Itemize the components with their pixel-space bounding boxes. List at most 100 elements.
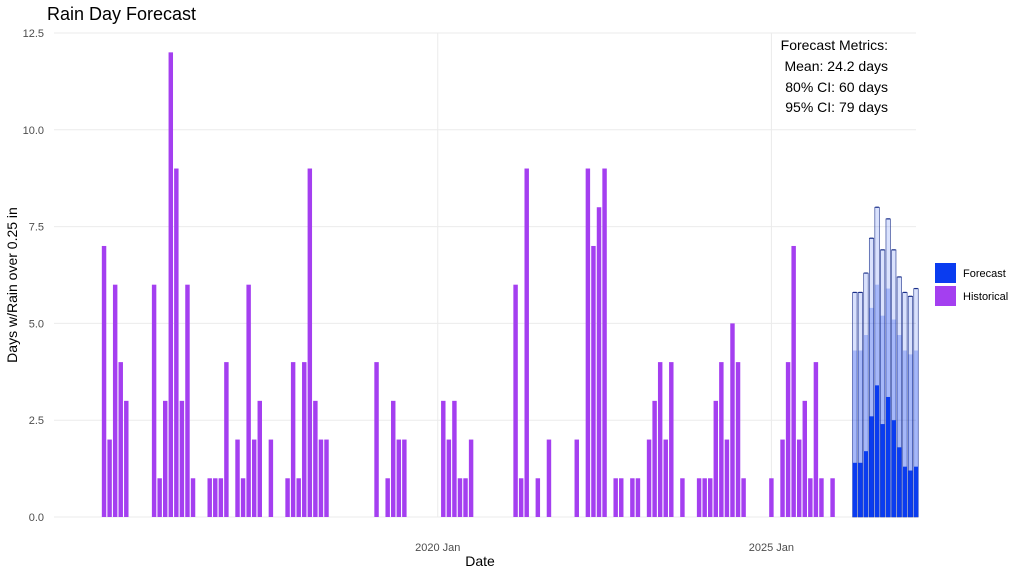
forecast-bar bbox=[852, 462, 858, 517]
historical-bar bbox=[802, 400, 807, 517]
historical-bar bbox=[374, 362, 379, 517]
forecast-bar bbox=[902, 466, 908, 517]
historical-bar bbox=[240, 478, 246, 517]
historical-bar bbox=[724, 439, 730, 517]
historical-bar bbox=[546, 439, 552, 517]
historical-bar bbox=[619, 478, 624, 517]
historical-bar bbox=[112, 284, 118, 517]
forecast-bar bbox=[913, 466, 919, 517]
legend-label-forecast: Forecast bbox=[963, 268, 1006, 280]
y-tick-label: 0.0 bbox=[29, 512, 44, 524]
historical-bar bbox=[190, 478, 196, 517]
historical-bar bbox=[235, 439, 240, 517]
historical-bar bbox=[735, 362, 741, 517]
forecast-metrics-annotation: Forecast Metrics: Mean: 24.2 days 80% CI… bbox=[781, 37, 888, 115]
historical-bar bbox=[207, 478, 212, 517]
historical-bar bbox=[179, 400, 185, 517]
historical-bar bbox=[313, 400, 318, 517]
historical-bar bbox=[591, 245, 596, 517]
historical-bar bbox=[124, 400, 129, 517]
historical-bar bbox=[830, 478, 835, 517]
historical-bar bbox=[791, 245, 796, 517]
historical-bar bbox=[157, 478, 162, 517]
historical-bar bbox=[813, 362, 819, 517]
forecast-ci80-band bbox=[908, 354, 913, 517]
historical-bar bbox=[174, 168, 179, 517]
x-tick-label: 2025 Jan bbox=[749, 542, 794, 554]
forecast-ci80-band bbox=[891, 319, 896, 517]
historical-bar bbox=[780, 439, 785, 517]
annotation-line-3: 80% CI: 60 days bbox=[785, 79, 888, 95]
historical-bar bbox=[657, 362, 663, 517]
y-axis-ticks: 0.0 2.5 5.0 7.5 10.0 12.5 bbox=[23, 28, 44, 524]
forecast-bar bbox=[874, 385, 880, 517]
historical-bar bbox=[769, 478, 774, 517]
historical-bar bbox=[151, 284, 157, 517]
historical-bar bbox=[702, 478, 707, 517]
historical-bar bbox=[107, 439, 112, 517]
historical-bar bbox=[669, 362, 674, 517]
historical-bar bbox=[663, 439, 668, 517]
annotation-line-1: Forecast Metrics: bbox=[781, 37, 888, 53]
forecast-ci80-band bbox=[863, 335, 869, 517]
historical-bar bbox=[646, 439, 652, 517]
historical-bar bbox=[463, 478, 468, 517]
historical-bar bbox=[324, 439, 329, 517]
historical-bar bbox=[441, 400, 446, 517]
historical-bar bbox=[785, 362, 791, 517]
historical-bar bbox=[513, 284, 518, 517]
historical-bar bbox=[819, 478, 824, 517]
historical-bar bbox=[118, 362, 123, 517]
historical-bar bbox=[246, 284, 251, 517]
forecast-bar bbox=[863, 451, 869, 517]
y-tick-label: 2.5 bbox=[29, 415, 44, 427]
historical-bar bbox=[391, 400, 396, 517]
historical-bar bbox=[257, 400, 262, 517]
forecast-ci80-band bbox=[858, 350, 863, 517]
historical-bar bbox=[213, 478, 218, 517]
forecast-ci80-band bbox=[880, 315, 885, 517]
historical-bar bbox=[741, 478, 746, 517]
historical-bar bbox=[535, 478, 541, 517]
historical-bar bbox=[101, 245, 107, 517]
historical-bar bbox=[730, 323, 735, 517]
historical-bar bbox=[218, 478, 224, 517]
historical-bar bbox=[385, 478, 390, 517]
historical-bar bbox=[719, 362, 724, 517]
legend-swatch-historical bbox=[935, 286, 956, 306]
historical-bar bbox=[163, 400, 168, 517]
historical-bar bbox=[574, 439, 579, 517]
forecast-bar bbox=[891, 420, 896, 517]
y-tick-label: 12.5 bbox=[23, 28, 44, 40]
historical-bar bbox=[307, 168, 313, 517]
historical-bar bbox=[168, 52, 174, 518]
forecast-ci80-band bbox=[869, 307, 874, 517]
chart-title: Rain Day Forecast bbox=[47, 4, 196, 24]
y-tick-label: 5.0 bbox=[29, 318, 44, 330]
historical-bar bbox=[318, 439, 324, 517]
y-axis-title: Days w/Rain over 0.25 in bbox=[4, 207, 20, 363]
gridlines bbox=[54, 32, 916, 518]
historical-bar bbox=[268, 439, 274, 517]
legend-swatch-forecast bbox=[935, 263, 956, 283]
historical-bar bbox=[630, 478, 635, 517]
historical-bar bbox=[652, 400, 657, 517]
x-axis-ticks: 2020 Jan 2025 Jan bbox=[415, 542, 794, 554]
historical-bar bbox=[224, 362, 229, 517]
historical-bar bbox=[518, 478, 524, 517]
historical-bar bbox=[402, 439, 407, 517]
historical-bar bbox=[596, 207, 602, 518]
historical-bar bbox=[457, 478, 463, 517]
forecast-bar bbox=[897, 447, 902, 517]
historical-bar bbox=[290, 362, 296, 517]
historical-bar bbox=[302, 362, 307, 517]
historical-bar bbox=[524, 168, 529, 517]
forecast-bar bbox=[885, 396, 891, 517]
historical-bar bbox=[296, 478, 301, 517]
historical-bar bbox=[285, 478, 290, 517]
historical-bar bbox=[613, 478, 618, 517]
historical-bar bbox=[602, 168, 607, 517]
historical-bar bbox=[680, 478, 685, 517]
annotation-line-2: Mean: 24.2 days bbox=[784, 58, 888, 74]
